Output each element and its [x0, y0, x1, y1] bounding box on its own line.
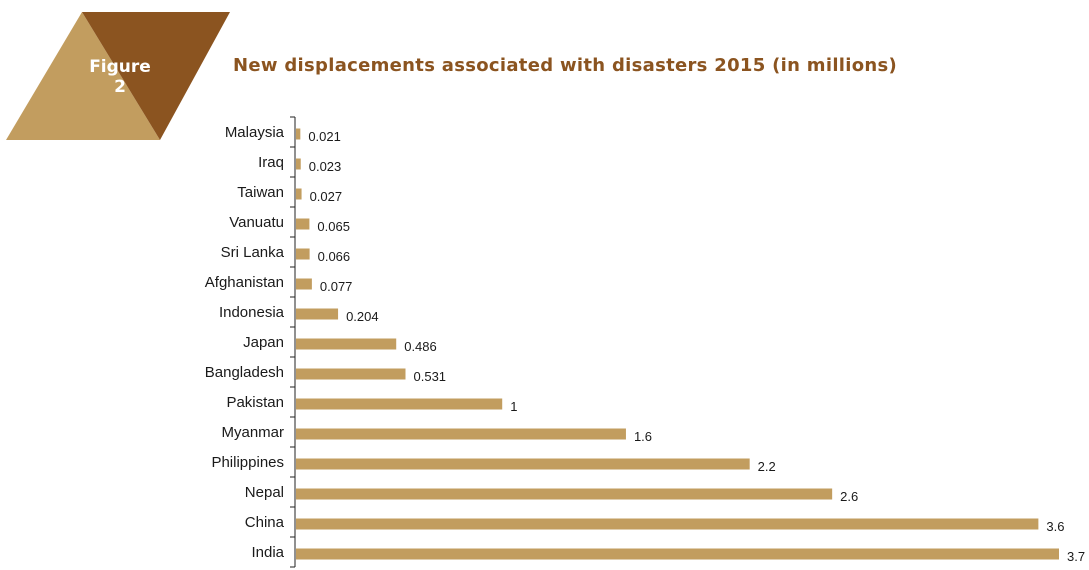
value-label: 2.6: [840, 489, 858, 504]
bar: [296, 518, 1039, 530]
category-label: Nepal: [245, 484, 284, 501]
category-label: India: [251, 544, 284, 561]
value-label: 3.6: [1046, 519, 1064, 534]
category-label: Sri Lanka: [221, 244, 285, 261]
category-label: Philippines: [211, 454, 284, 471]
category-label: China: [245, 514, 285, 531]
category-label: Malaysia: [225, 124, 285, 141]
category-label: Japan: [243, 334, 284, 351]
value-label: 1.6: [634, 429, 652, 444]
category-label: Indonesia: [219, 304, 285, 321]
chart-title: New displacements associated with disast…: [233, 55, 898, 76]
value-label: 0.021: [308, 129, 341, 144]
bar: [296, 308, 339, 320]
bar: [296, 248, 310, 260]
bar: [296, 368, 406, 380]
value-label: 0.077: [320, 279, 353, 294]
category-label: Vanuatu: [229, 214, 284, 231]
badge-light-triangle: [6, 12, 160, 140]
badge-dark-triangle: [82, 12, 230, 140]
category-label: Pakistan: [226, 394, 284, 411]
figure-badge: [6, 12, 230, 140]
category-label: Bangladesh: [205, 364, 284, 381]
bar: [296, 278, 312, 290]
bar: [296, 338, 397, 350]
figure-label: Figure: [89, 57, 151, 77]
value-label: 1: [510, 399, 517, 414]
bar: [296, 548, 1059, 560]
value-label: 0.023: [309, 159, 342, 174]
category-label: Myanmar: [221, 424, 284, 441]
value-label: 0.486: [404, 339, 437, 354]
bar: [296, 218, 310, 230]
bar: [296, 188, 302, 200]
bar: [296, 158, 301, 170]
value-label: 0.204: [346, 309, 379, 324]
value-label: 0.027: [310, 189, 343, 204]
value-label: 2.2: [758, 459, 776, 474]
category-label: Afghanistan: [205, 274, 284, 291]
value-label: 3.7: [1067, 549, 1085, 564]
value-label: 0.531: [414, 369, 447, 384]
bar: [296, 458, 750, 470]
figure-number-label: Figure 2: [80, 57, 160, 97]
value-label: 0.065: [317, 219, 350, 234]
bar: [296, 428, 626, 440]
value-label: 0.066: [318, 249, 351, 264]
bar: [296, 398, 503, 410]
bar: [296, 488, 833, 500]
category-label: Taiwan: [237, 184, 284, 201]
bar: [296, 128, 301, 140]
figure-number: 2: [114, 77, 126, 97]
category-label: Iraq: [258, 154, 284, 171]
